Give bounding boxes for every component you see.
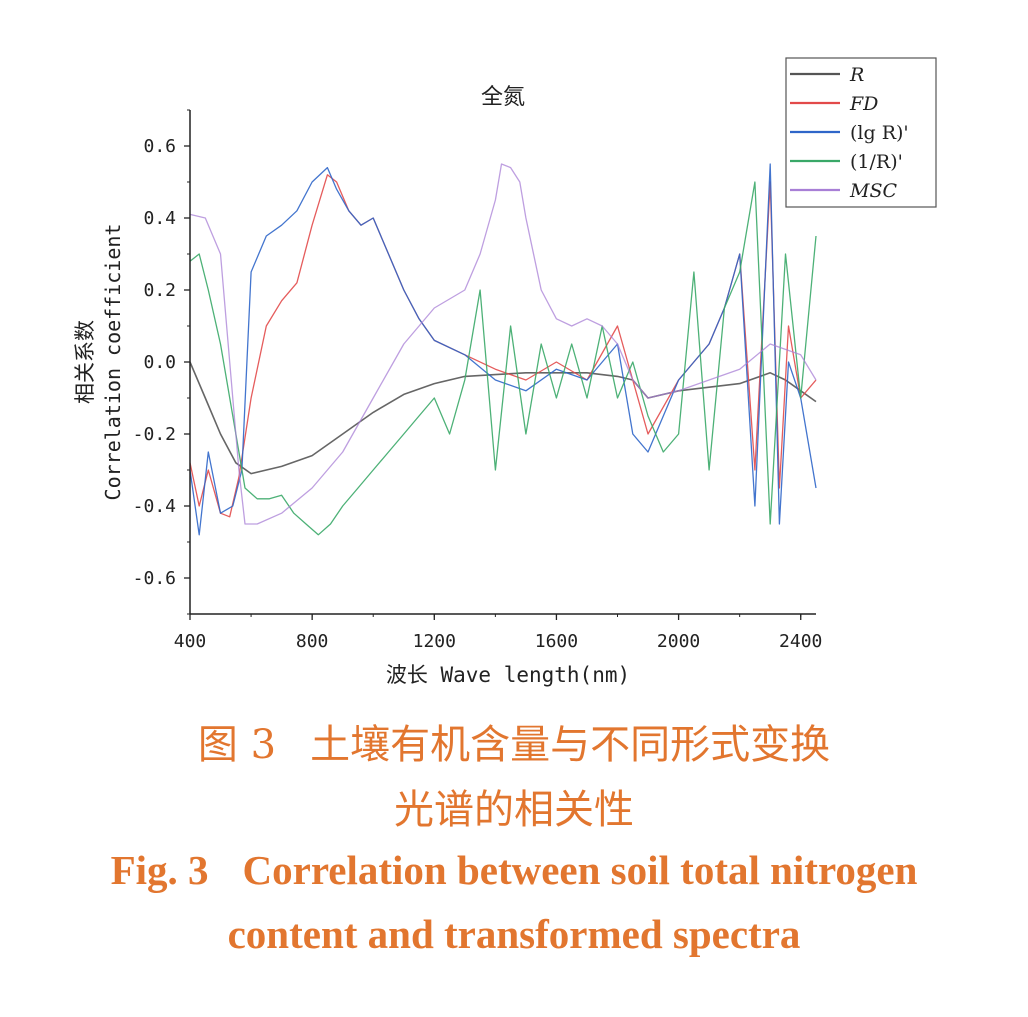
x-axis-label: 波长 Wave length(nm) bbox=[386, 663, 630, 687]
series-line-2 bbox=[189, 163, 817, 536]
legend-label: MSC bbox=[849, 180, 897, 202]
x-tick-label: 800 bbox=[296, 631, 329, 652]
y-tick-label: -0.6 bbox=[133, 568, 176, 589]
caption-en-figure-number: Fig. 3 bbox=[110, 847, 209, 893]
caption-zh-line-1: 图 3 土壤有机含量与不同形式变换 bbox=[0, 712, 1028, 770]
x-tick-label: 1600 bbox=[535, 631, 578, 652]
chart-title: 全氮 bbox=[481, 85, 525, 110]
caption-zh-figure-number: 图 3 bbox=[197, 722, 277, 768]
legend-label: FD bbox=[849, 93, 878, 115]
x-tick-label: 1200 bbox=[413, 631, 456, 652]
y-tick-label: 0.0 bbox=[143, 352, 176, 373]
caption-en-line-1: Fig. 3 Correlation between soil total nit… bbox=[0, 846, 1028, 894]
axes: 0.6 0.4 0.2 0.0 -0.2 -0.4 -0.6 400 800 1200 1600 20… bbox=[133, 109, 822, 652]
legend: R FD (lg R)' (1/R)' MSC bbox=[785, 57, 937, 208]
y-tick-label: 0.4 bbox=[143, 208, 176, 229]
caption-zh-title: 土壤有机含量与不同形式变换 bbox=[310, 722, 831, 768]
y-tick-label: -0.2 bbox=[133, 424, 176, 445]
series-line-0 bbox=[189, 361, 817, 475]
caption-zh-line-2: 光谱的相关性 bbox=[394, 787, 634, 833]
legend-label: (1/R)' bbox=[850, 151, 903, 173]
y-tick-label: 0.6 bbox=[143, 136, 176, 157]
x-tick-label: 400 bbox=[174, 631, 207, 652]
caption-en-title: Correlation between soil total nitrogen bbox=[242, 847, 918, 893]
y-tick-label: 0.2 bbox=[143, 280, 176, 301]
plot-area bbox=[189, 163, 817, 536]
y-tick-label: -0.4 bbox=[133, 496, 176, 517]
legend-label: R bbox=[849, 64, 864, 86]
x-tick-label: 2000 bbox=[657, 631, 700, 652]
series-line-4 bbox=[189, 163, 817, 525]
correlation-chart: 全氮 0.6 0.4 0.2 0.0 -0.2 -0.4 -0.6 400 800 1200 160… bbox=[73, 57, 937, 687]
x-tick-label: 2400 bbox=[779, 631, 822, 652]
series-line-3 bbox=[189, 181, 817, 536]
caption-en-line-2: content and transformed spectra bbox=[227, 911, 801, 957]
legend-label: (lg R)' bbox=[850, 122, 909, 144]
y-axis-label-zh: 相关系数 bbox=[73, 320, 97, 404]
y-axis-label-en: Correlation coefficient bbox=[101, 224, 125, 501]
